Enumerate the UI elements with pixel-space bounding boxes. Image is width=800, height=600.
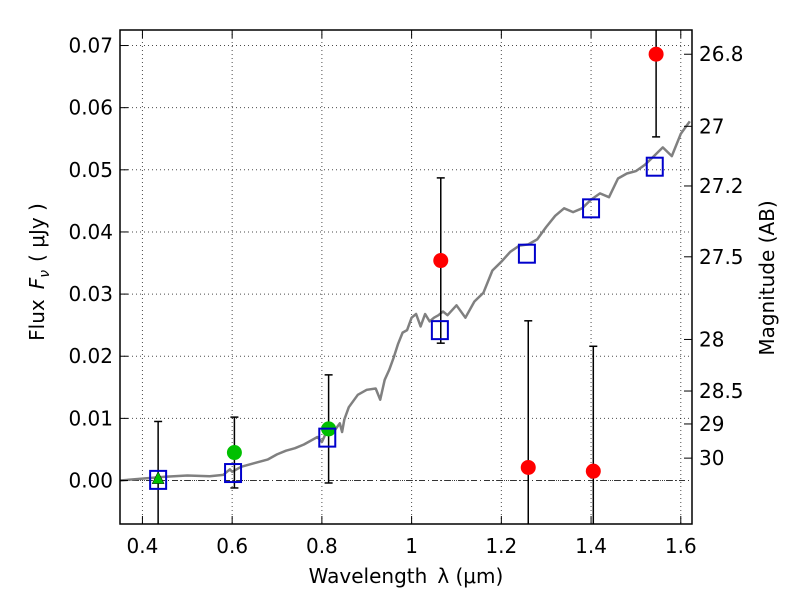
- y2-tick-label: 26.8: [699, 42, 744, 66]
- model-square-point: [149, 469, 168, 490]
- y2-tick-label: 27.5: [699, 245, 744, 269]
- y-tick-label: 0.01: [68, 406, 113, 430]
- y-tick-label: 0.00: [68, 469, 113, 493]
- model-square-point: [582, 198, 601, 219]
- y2-tick-label: 30: [699, 446, 724, 470]
- green-circle-point: [226, 445, 242, 461]
- y2-axis-title: Magnitude (AB): [755, 200, 779, 355]
- y-axis-title: Flux Fν ( μJy ): [25, 203, 53, 341]
- y2-tick-label: 27: [699, 114, 724, 138]
- green-triangle-point: [151, 471, 165, 484]
- y-axis-label: Flux: [25, 299, 49, 341]
- x-tick-label: 1.4: [575, 534, 607, 558]
- series-layer: [120, 30, 691, 524]
- model-square-point: [318, 427, 337, 448]
- y-tick-label: 0.03: [68, 282, 113, 306]
- x-axis-symbol: λ (μm): [437, 564, 503, 588]
- plot-area: [120, 30, 691, 524]
- y-axis-symbol: F: [25, 277, 49, 289]
- model-square-point: [517, 243, 536, 264]
- red-circle-point: [433, 253, 449, 269]
- y-tick-label: 0.05: [68, 158, 113, 182]
- y-axis-subscript: ν: [37, 270, 53, 278]
- y2-tick-label: 29: [699, 412, 724, 436]
- y2-tick-label: 27.2: [699, 174, 744, 198]
- red-circle-point: [585, 463, 601, 479]
- y-tick-label: 0.07: [68, 34, 113, 58]
- x-axis-label: Wavelength: [309, 564, 428, 588]
- y-tick-label: 0.04: [68, 220, 113, 244]
- x-tick-label: 1.2: [485, 534, 517, 558]
- y-tick-label: 0.06: [68, 96, 113, 120]
- model-spectrum-line: [120, 120, 691, 482]
- y-tick-label: 0.02: [68, 344, 113, 368]
- red-circle-point: [648, 46, 664, 62]
- model-square-point: [645, 156, 664, 177]
- x-tick-label: 0.8: [306, 534, 338, 558]
- model-square-point: [430, 320, 449, 341]
- y-axis-unit: ( μJy ): [25, 203, 49, 262]
- x-axis-title: Wavelength λ (μm): [309, 564, 504, 588]
- x-tick-label: 0.6: [216, 534, 248, 558]
- model-square-point: [224, 463, 243, 484]
- ticks: 0.4 0.6 0.8 1 1.2 1.4 1.6 0.00 0.01 0.02 0.03 0.04 0…: [68, 30, 744, 558]
- red-circle-point: [520, 459, 536, 475]
- y2-tick-label: 28: [699, 327, 724, 351]
- x-tick-label: 1.6: [665, 534, 697, 558]
- frame-layer: [119, 29, 693, 525]
- x-tick-label: 1: [405, 534, 418, 558]
- plot-frame: [119, 29, 693, 525]
- y2-tick-label: 28.5: [699, 379, 744, 403]
- x-tick-label: 0.4: [127, 534, 159, 558]
- grid: [120, 30, 692, 524]
